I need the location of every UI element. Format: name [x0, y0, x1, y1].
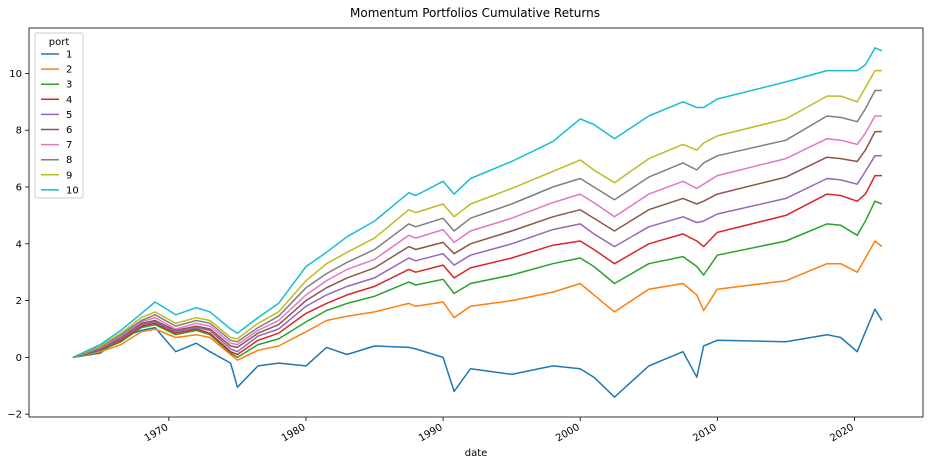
legend-label-1: 1 — [66, 50, 72, 61]
axes-frame — [28, 27, 924, 418]
y-axis: −2 0 2 4 6 8 10 — [7, 69, 29, 421]
series-line-1 — [72, 308, 883, 398]
y-tick-label-10: 10 — [9, 69, 22, 80]
x-axis-label: date — [465, 448, 488, 459]
series-line-6 — [72, 130, 882, 359]
legend-title: port — [49, 37, 70, 48]
legend-label-6: 6 — [66, 125, 72, 136]
series-line-7 — [72, 115, 882, 359]
legend-box — [34, 32, 84, 199]
legend: port 1 2 3 4 5 6 7 8 9 10 — [34, 32, 84, 199]
y-tick-label-8: 8 — [16, 126, 22, 137]
legend-label-5: 5 — [66, 110, 72, 121]
y-tick-label-2: 2 — [16, 296, 22, 307]
series-line-9 — [72, 69, 882, 359]
y-tick-label--2: −2 — [7, 410, 22, 421]
legend-label-7: 7 — [66, 140, 72, 151]
legend-label-3: 3 — [66, 80, 72, 91]
legend-label-10: 10 — [66, 185, 79, 196]
series-line-2 — [72, 240, 883, 361]
legend-label-2: 2 — [66, 65, 72, 76]
series-line-5 — [72, 155, 882, 359]
series-line-3 — [72, 200, 883, 359]
y-tick-label-0: 0 — [16, 353, 22, 364]
series-line-10 — [72, 47, 883, 359]
legend-label-4: 4 — [66, 95, 72, 106]
series-layer — [72, 47, 883, 398]
series-line-8 — [72, 89, 882, 359]
y-tick-label-6: 6 — [16, 183, 22, 194]
chart-title: Momentum Portfolios Cumulative Returns — [350, 6, 600, 20]
series-line-4 — [72, 174, 882, 359]
legend-label-9: 9 — [66, 170, 72, 181]
legend-label-8: 8 — [66, 155, 72, 166]
y-tick-label-4: 4 — [16, 239, 22, 250]
